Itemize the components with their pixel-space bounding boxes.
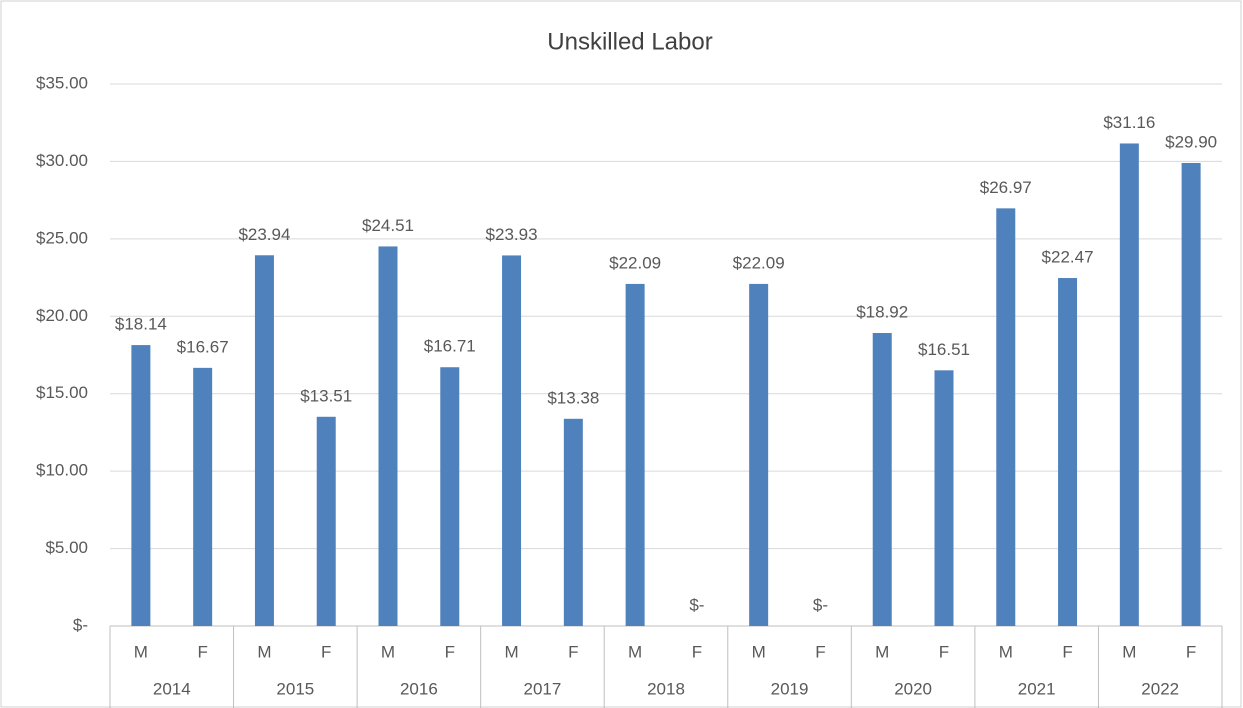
y-tick-label: $- — [73, 615, 88, 634]
bar — [625, 283, 645, 626]
group-label: 2021 — [1018, 679, 1056, 698]
y-tick-label: $10.00 — [36, 461, 88, 480]
data-label: $22.47 — [1042, 248, 1094, 267]
bar — [934, 370, 954, 626]
x-tick-label: M — [999, 642, 1013, 661]
x-tick-label: M — [134, 642, 148, 661]
x-tick-label: M — [381, 642, 395, 661]
x-tick-label: M — [752, 642, 766, 661]
bar — [502, 255, 522, 626]
x-tick-label: F — [939, 642, 949, 661]
group-label: 2016 — [400, 679, 438, 698]
data-label: $16.67 — [177, 337, 229, 356]
bar — [1058, 278, 1078, 626]
bar — [996, 208, 1016, 626]
data-label: $16.71 — [424, 337, 476, 356]
data-label: $16.51 — [918, 340, 970, 359]
bar — [254, 255, 274, 626]
x-tick-label: F — [197, 642, 207, 661]
bar — [1181, 162, 1201, 626]
data-label: $- — [813, 595, 828, 614]
x-tick-label: F — [568, 642, 578, 661]
group-label: 2022 — [1141, 679, 1179, 698]
data-label: $22.09 — [609, 253, 661, 272]
bar — [193, 367, 213, 626]
bar — [872, 333, 892, 626]
data-label: $23.94 — [238, 225, 290, 244]
x-tick-label: F — [445, 642, 455, 661]
x-tick-label: M — [628, 642, 642, 661]
y-tick-label: $25.00 — [36, 228, 88, 247]
bar — [378, 246, 398, 627]
group-label: 2017 — [524, 679, 562, 698]
data-label: $29.90 — [1165, 132, 1217, 151]
bar — [131, 345, 151, 626]
x-tick-label: M — [1122, 642, 1136, 661]
x-tick-label: F — [1186, 642, 1196, 661]
x-tick-label: F — [1062, 642, 1072, 661]
y-tick-label: $5.00 — [45, 538, 88, 557]
group-label: 2015 — [276, 679, 314, 698]
data-label: $13.38 — [547, 388, 599, 407]
bar — [563, 418, 583, 626]
data-label: $24.51 — [362, 216, 414, 235]
data-label: $- — [689, 595, 704, 614]
group-label: 2018 — [647, 679, 685, 698]
data-label: $31.16 — [1103, 113, 1155, 132]
data-label: $18.92 — [856, 302, 908, 321]
data-label: $22.09 — [733, 253, 785, 272]
data-label: $23.93 — [486, 225, 538, 244]
data-label: $18.14 — [115, 315, 167, 334]
y-tick-label: $15.00 — [36, 383, 88, 402]
y-tick-label: $20.00 — [36, 306, 88, 325]
y-tick-label: $30.00 — [36, 151, 88, 170]
bar — [440, 367, 460, 626]
bar — [1119, 143, 1139, 626]
x-tick-label: F — [321, 642, 331, 661]
group-label: 2014 — [153, 679, 191, 698]
group-label: 2020 — [894, 679, 932, 698]
y-tick-label: $35.00 — [36, 73, 88, 92]
data-label: $13.51 — [300, 386, 352, 405]
bar — [316, 416, 336, 626]
group-label: 2019 — [771, 679, 809, 698]
x-tick-label: F — [692, 642, 702, 661]
chart-title: Unskilled Labor — [547, 28, 712, 55]
x-tick-label: M — [875, 642, 889, 661]
data-label: $26.97 — [980, 178, 1032, 197]
x-tick-label: F — [815, 642, 825, 661]
x-tick-label: M — [504, 642, 518, 661]
bar — [749, 283, 769, 626]
x-tick-label: M — [257, 642, 271, 661]
